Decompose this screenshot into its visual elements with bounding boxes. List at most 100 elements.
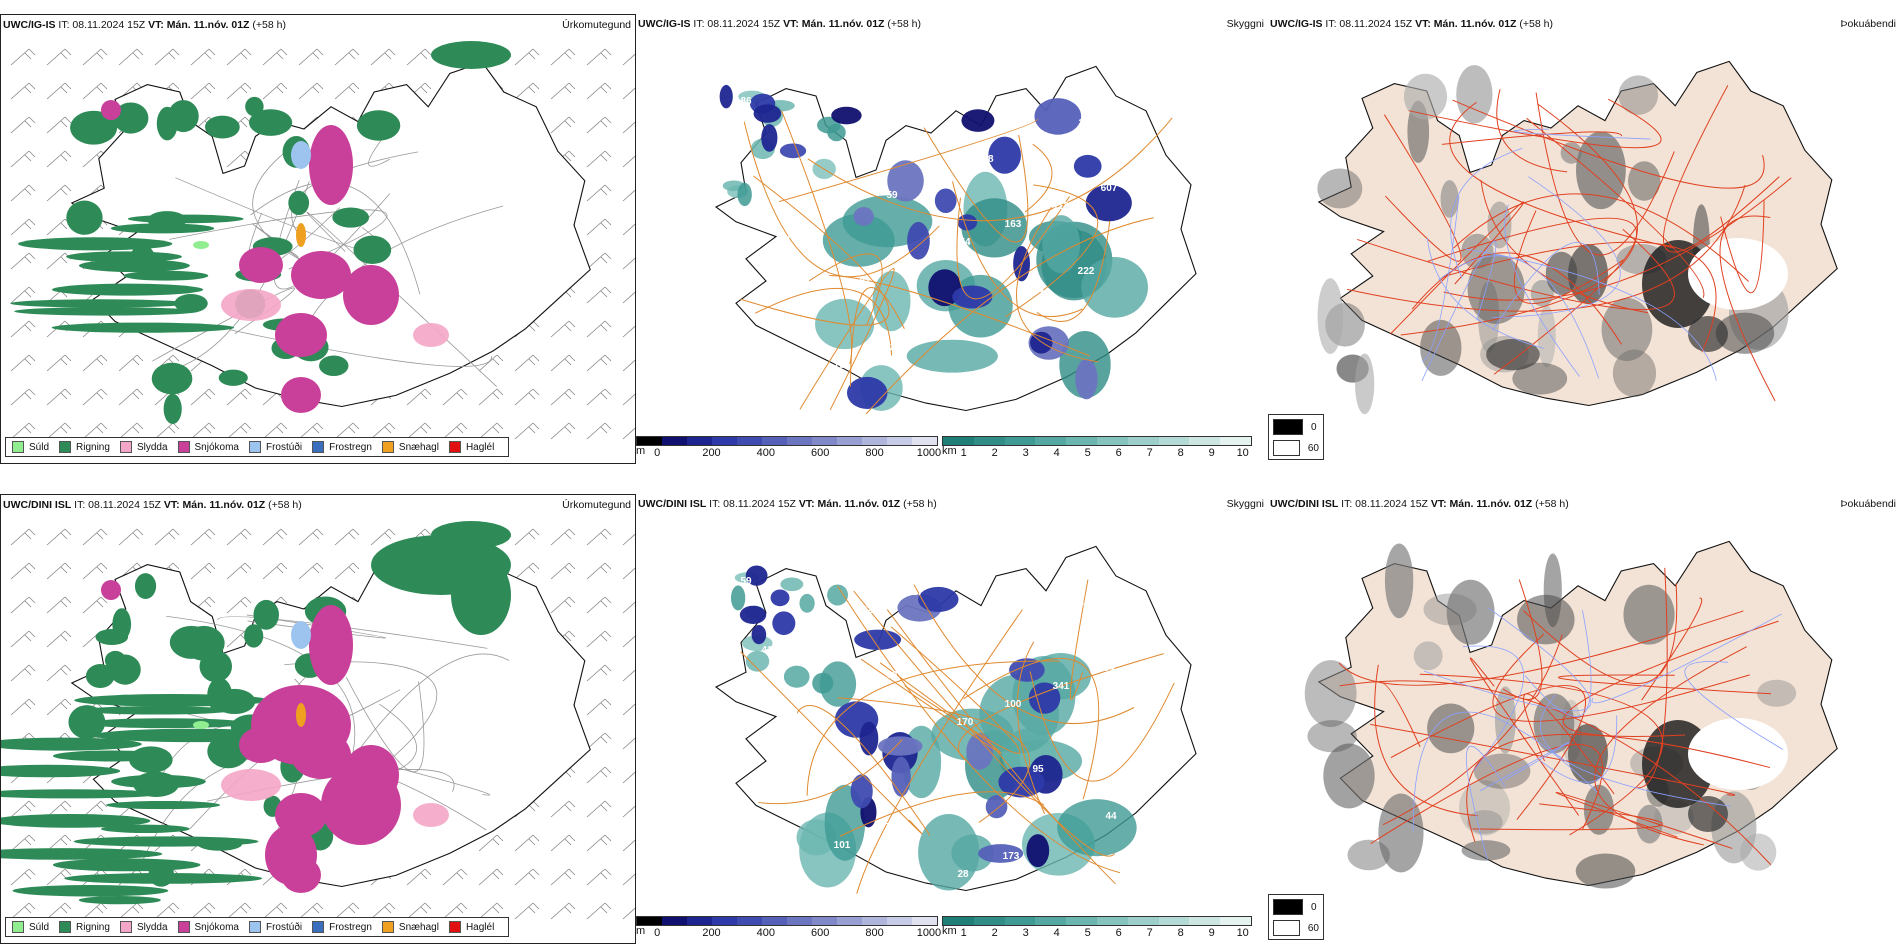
legend-label: Snjókoma bbox=[194, 921, 239, 933]
legend-swatch bbox=[119, 441, 132, 453]
legend-label: Frostúði bbox=[265, 921, 303, 933]
height-label: 251 bbox=[859, 125, 876, 136]
fog-legend-item: 0 bbox=[1273, 418, 1319, 436]
legend-item: Haglél bbox=[448, 921, 494, 933]
height-label: 68 bbox=[886, 670, 898, 681]
height-label: 59 bbox=[740, 576, 752, 587]
height-label: 260 bbox=[907, 107, 924, 118]
fog-map bbox=[1304, 540, 1838, 889]
legend-swatch bbox=[381, 441, 394, 453]
fog-legend: 0 60 bbox=[1268, 894, 1324, 940]
height-unit: m bbox=[636, 925, 646, 937]
fog-legend-item: 60 bbox=[1273, 919, 1319, 937]
precip-panel-row1: UWC/IG-IS IT: 08.11.2024 15Z VT: Mán. 11… bbox=[0, 14, 636, 464]
colorbar-tick: 7 bbox=[1146, 447, 1153, 459]
model-name: UWC/DINI ISL bbox=[3, 499, 72, 511]
legend-item: Súld bbox=[12, 441, 49, 453]
height-label: 54 bbox=[959, 237, 971, 248]
colorbar-tick: 600 bbox=[811, 927, 830, 939]
colorbar-tick: 5 bbox=[1084, 447, 1091, 459]
legend-item: Rigning bbox=[59, 921, 110, 933]
height-label: 82 bbox=[811, 295, 823, 306]
height-label: 100 bbox=[761, 313, 778, 324]
colorbar-tick: 10 bbox=[1236, 447, 1249, 459]
legend-swatch bbox=[248, 441, 261, 453]
panel-title: Skyggni bbox=[1226, 18, 1264, 30]
legend-label: Haglél bbox=[465, 441, 495, 453]
height-label: 72 bbox=[884, 342, 896, 353]
valid-time: VT: Mán. 11.nóv. 01Z bbox=[783, 18, 885, 30]
height-label: 110 bbox=[932, 652, 949, 663]
init-time: IT: 08.11.2024 15Z bbox=[1341, 498, 1428, 510]
colorbar-tick: 9 bbox=[1208, 927, 1215, 939]
colorbar-tick: 1 bbox=[960, 447, 967, 459]
legend-item: Frostúði bbox=[248, 441, 303, 453]
colorbar-tick: 1 bbox=[960, 927, 967, 939]
panel-title: Þokuábendi bbox=[1840, 498, 1896, 510]
legend-item: Frostúði bbox=[248, 921, 303, 933]
legend-item: Rigning bbox=[59, 441, 110, 453]
height-label: 41 bbox=[761, 645, 773, 656]
cloud-height-map: 86 86 59 54 78 127 64 251 140 163 222 100 195 260 88 11… bbox=[714, 65, 1197, 415]
legend-label: Slydda bbox=[136, 441, 168, 453]
fog-legend-swatch bbox=[1273, 440, 1300, 456]
height-label: 31 bbox=[1078, 118, 1090, 129]
height-label: 195 bbox=[834, 360, 851, 371]
height-label: 37 bbox=[788, 858, 800, 869]
valid-time: VT: Mán. 11.nóv. 01Z bbox=[798, 498, 901, 510]
fog-legend: 0 60 bbox=[1268, 414, 1324, 460]
model-name: UWC/IG-IS bbox=[638, 18, 691, 30]
colorbar-tick: 6 bbox=[1115, 927, 1122, 939]
colorbar-tick: 400 bbox=[756, 927, 776, 939]
visibility-unit: km bbox=[942, 445, 957, 457]
colorbar-tick: 10 bbox=[1236, 927, 1249, 939]
height-label: 31 bbox=[859, 277, 871, 288]
colorbar-tick: 200 bbox=[702, 447, 721, 459]
height-label: 61 bbox=[1078, 598, 1090, 609]
panel-title: Þokuábendi bbox=[1840, 18, 1896, 30]
height-label: 140 bbox=[1028, 136, 1045, 147]
height-label: 127 bbox=[1103, 331, 1120, 342]
legend-label: Frostúði bbox=[265, 441, 303, 453]
legend-swatch bbox=[12, 441, 24, 453]
height-label: 64 bbox=[788, 378, 800, 389]
precip-map bbox=[1, 521, 635, 920]
legend-item: Slydda bbox=[119, 441, 168, 453]
fog-legend-item: 0 bbox=[1273, 898, 1319, 916]
height-label: 222 bbox=[1078, 266, 1095, 277]
init-time: IT: 08.11.2024 15Z bbox=[693, 18, 781, 30]
height-label: 56 bbox=[1080, 746, 1092, 757]
colorbar-tick: 200 bbox=[702, 927, 721, 939]
colorbar-tick: 7 bbox=[1146, 927, 1153, 939]
legend-item: Frostregn bbox=[312, 441, 372, 453]
road-network bbox=[740, 110, 1173, 415]
height-label: 163 bbox=[1005, 219, 1022, 230]
legend-label: Snjókoma bbox=[194, 441, 239, 453]
height-label: 78 bbox=[1032, 284, 1044, 295]
visibility-unit: km bbox=[942, 925, 957, 937]
height-label: 43 bbox=[859, 757, 871, 768]
legend-swatch bbox=[312, 921, 325, 933]
height-label: 88 bbox=[982, 154, 994, 165]
height-label: 73 bbox=[884, 822, 896, 833]
forecast-offset: (+58 h) bbox=[1519, 18, 1553, 30]
colorbar-tick: 5 bbox=[1084, 927, 1091, 939]
legend-item: Slydda bbox=[119, 921, 168, 933]
height-label: 44 bbox=[1105, 811, 1117, 822]
road-network bbox=[1338, 567, 1784, 866]
height-label: 43 bbox=[1030, 616, 1042, 627]
precip-panel-row2: UWC/DINI ISL IT: 08.11.2024 15Z VT: Mán.… bbox=[0, 494, 636, 944]
road-network bbox=[740, 579, 1175, 894]
colorbar-tick: 800 bbox=[865, 447, 884, 459]
height-label: 101 bbox=[834, 840, 851, 851]
legend-swatch bbox=[59, 441, 72, 453]
init-time: IT: 08.11.2024 15Z bbox=[709, 498, 796, 510]
height-label: 53 bbox=[813, 623, 825, 634]
legend-label: Snæhagl bbox=[398, 921, 439, 933]
legend-swatch bbox=[248, 921, 261, 933]
iceland-outline bbox=[70, 61, 591, 408]
colorbar-tick: 3 bbox=[1022, 927, 1029, 939]
forecast-offset: (+58 h) bbox=[1535, 498, 1569, 510]
panel-title: Skyggni bbox=[1226, 498, 1264, 510]
legend-label: Súld bbox=[29, 441, 50, 453]
